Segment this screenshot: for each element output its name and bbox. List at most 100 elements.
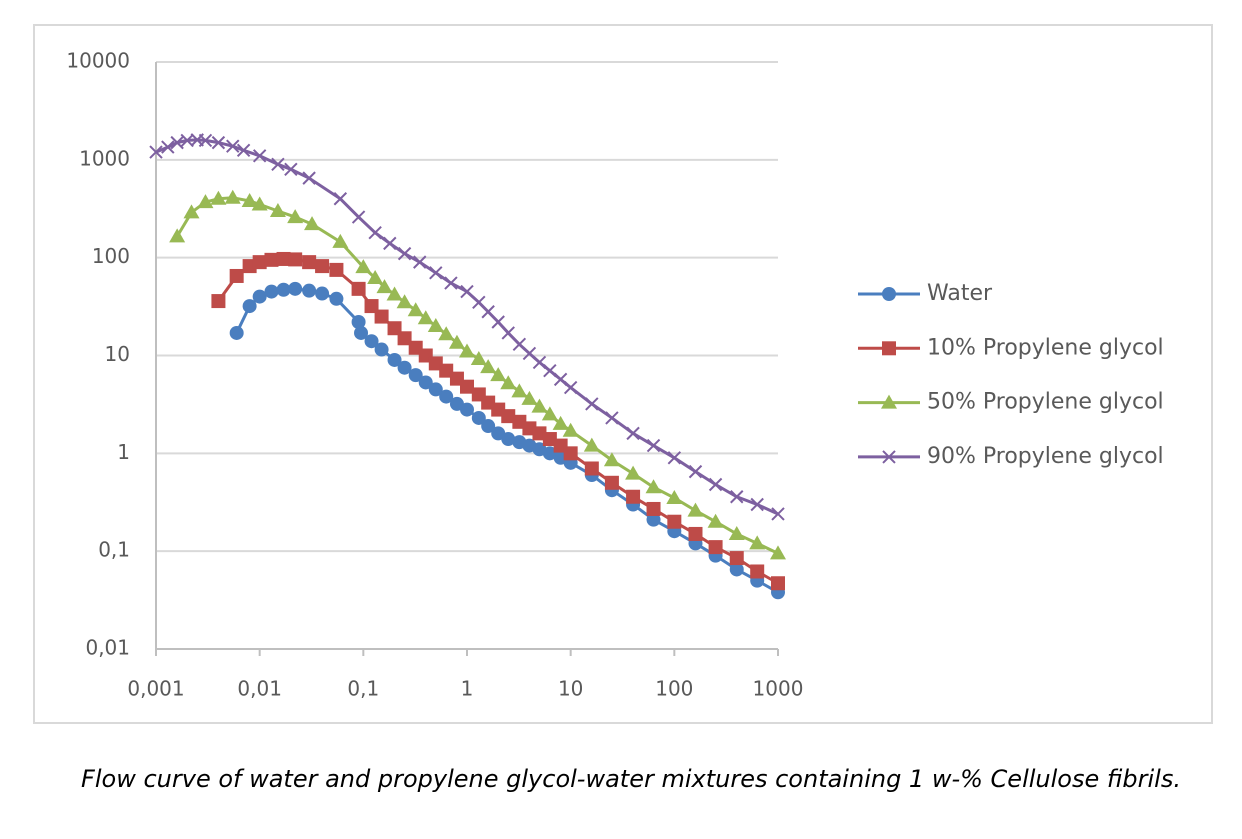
- y-tick-label: 0,01: [85, 636, 130, 660]
- marker: [708, 540, 723, 555]
- marker: [288, 281, 303, 296]
- marker: [351, 210, 366, 224]
- marker: [881, 394, 897, 409]
- marker: [491, 315, 505, 329]
- marker: [417, 310, 434, 325]
- marker: [707, 513, 724, 528]
- marker: [427, 318, 444, 333]
- marker: [771, 576, 785, 591]
- marker: [161, 140, 175, 154]
- marker: [302, 255, 317, 270]
- marker: [729, 551, 744, 566]
- marker: [315, 286, 330, 301]
- marker: [541, 406, 558, 421]
- marker: [329, 262, 344, 277]
- marker: [583, 437, 600, 452]
- marker: [646, 501, 661, 516]
- marker: [397, 246, 412, 261]
- marker: [397, 331, 412, 346]
- marker: [264, 252, 279, 267]
- marker: [418, 375, 433, 390]
- marker: [771, 507, 785, 521]
- marker: [532, 355, 547, 370]
- marker: [376, 279, 393, 294]
- marker: [667, 451, 682, 465]
- marker: [460, 379, 474, 394]
- marker: [229, 268, 244, 283]
- marker: [383, 236, 397, 251]
- y-tick-label: 1: [117, 440, 130, 464]
- marker: [429, 266, 443, 280]
- marker: [471, 410, 486, 425]
- marker: [460, 402, 474, 417]
- marker: [302, 283, 317, 298]
- marker: [470, 351, 487, 366]
- marker: [480, 359, 497, 374]
- marker: [687, 502, 704, 517]
- marker: [180, 133, 194, 148]
- marker: [666, 489, 683, 504]
- marker: [413, 255, 427, 269]
- marker: [501, 432, 516, 447]
- marker: [329, 291, 344, 306]
- marker: [284, 162, 298, 177]
- marker: [367, 269, 384, 284]
- marker: [667, 514, 682, 529]
- y-tick-label: 1000: [79, 146, 130, 170]
- marker: [304, 216, 321, 231]
- marker: [407, 302, 424, 317]
- x-tick-label: 0,1: [347, 677, 379, 701]
- marker: [625, 465, 642, 480]
- marker: [374, 342, 389, 357]
- marker: [459, 343, 475, 358]
- legend-label: 10% Propylene glycol: [927, 335, 1164, 360]
- y-tick-label: 0,1: [98, 538, 130, 562]
- marker: [563, 380, 578, 395]
- marker: [543, 363, 557, 378]
- marker: [542, 446, 557, 461]
- x-tick-label: 0,01: [237, 677, 282, 701]
- x-tick-label: 1: [461, 677, 474, 701]
- marker: [241, 192, 258, 207]
- marker: [351, 314, 366, 329]
- marker: [584, 461, 599, 476]
- marker: [387, 352, 402, 367]
- marker: [226, 139, 240, 153]
- marker: [444, 276, 458, 290]
- y-tick-label: 10000: [66, 49, 130, 73]
- marker: [396, 294, 413, 309]
- x-tick-label: 1000: [753, 677, 804, 701]
- marker: [688, 526, 703, 541]
- marker: [460, 284, 474, 299]
- y-tick-label: 100: [92, 244, 130, 268]
- marker: [749, 535, 766, 550]
- marker: [882, 287, 896, 301]
- marker: [198, 133, 213, 148]
- marker: [603, 452, 620, 467]
- marker: [882, 341, 896, 356]
- marker: [386, 286, 403, 301]
- marker: [531, 398, 548, 413]
- marker: [708, 477, 723, 492]
- marker: [351, 281, 366, 296]
- marker: [374, 309, 389, 324]
- marker: [287, 209, 304, 224]
- marker: [252, 255, 267, 270]
- marker: [501, 409, 516, 424]
- marker: [553, 372, 568, 387]
- marker: [770, 545, 786, 560]
- marker: [448, 334, 465, 349]
- marker: [728, 525, 745, 540]
- x-tick-label: 10: [558, 677, 583, 701]
- marker: [750, 497, 764, 512]
- marker: [210, 190, 227, 205]
- marker: [364, 334, 379, 349]
- marker: [236, 143, 251, 158]
- caption: Flow curve of water and propylene glycol…: [81, 765, 1181, 793]
- marker: [729, 562, 744, 577]
- marker: [315, 259, 330, 274]
- marker: [264, 284, 279, 299]
- marker: [490, 367, 507, 382]
- marker: [645, 479, 662, 494]
- marker: [646, 512, 661, 527]
